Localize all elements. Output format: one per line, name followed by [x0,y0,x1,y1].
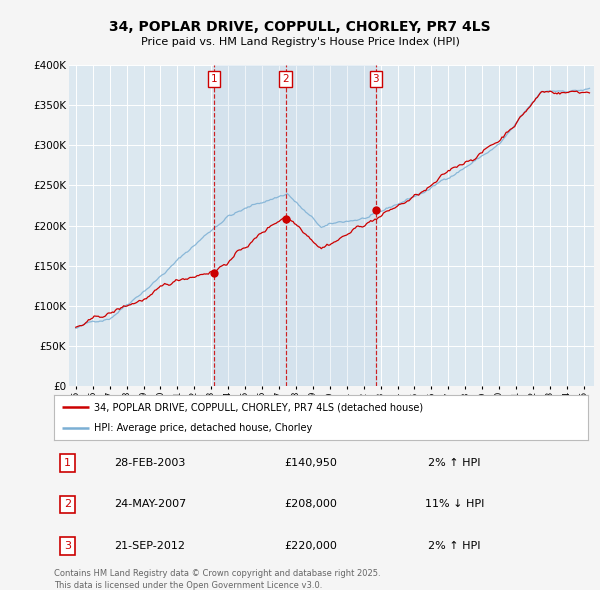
Text: 2% ↑ HPI: 2% ↑ HPI [428,458,481,468]
Text: Price paid vs. HM Land Registry's House Price Index (HPI): Price paid vs. HM Land Registry's House … [140,38,460,47]
Text: 34, POPLAR DRIVE, COPPULL, CHORLEY, PR7 4LS (detached house): 34, POPLAR DRIVE, COPPULL, CHORLEY, PR7 … [94,402,423,412]
Text: 1: 1 [64,458,71,468]
Text: 21-SEP-2012: 21-SEP-2012 [115,541,185,550]
Text: 2: 2 [64,500,71,509]
Text: Contains HM Land Registry data © Crown copyright and database right 2025.
This d: Contains HM Land Registry data © Crown c… [54,569,380,590]
Text: 11% ↓ HPI: 11% ↓ HPI [425,500,484,509]
Text: HPI: Average price, detached house, Chorley: HPI: Average price, detached house, Chor… [94,422,313,432]
Text: 1: 1 [211,74,217,84]
Text: 34, POPLAR DRIVE, COPPULL, CHORLEY, PR7 4LS: 34, POPLAR DRIVE, COPPULL, CHORLEY, PR7 … [109,19,491,34]
Text: £208,000: £208,000 [284,500,337,509]
Text: 3: 3 [64,541,71,550]
Text: 28-FEB-2003: 28-FEB-2003 [115,458,186,468]
Text: 2% ↑ HPI: 2% ↑ HPI [428,541,481,550]
Text: £140,950: £140,950 [284,458,337,468]
Text: 24-MAY-2007: 24-MAY-2007 [114,500,186,509]
Bar [214,65,376,386]
Text: £220,000: £220,000 [284,541,337,550]
Text: 3: 3 [373,74,379,84]
Text: 2: 2 [282,74,289,84]
